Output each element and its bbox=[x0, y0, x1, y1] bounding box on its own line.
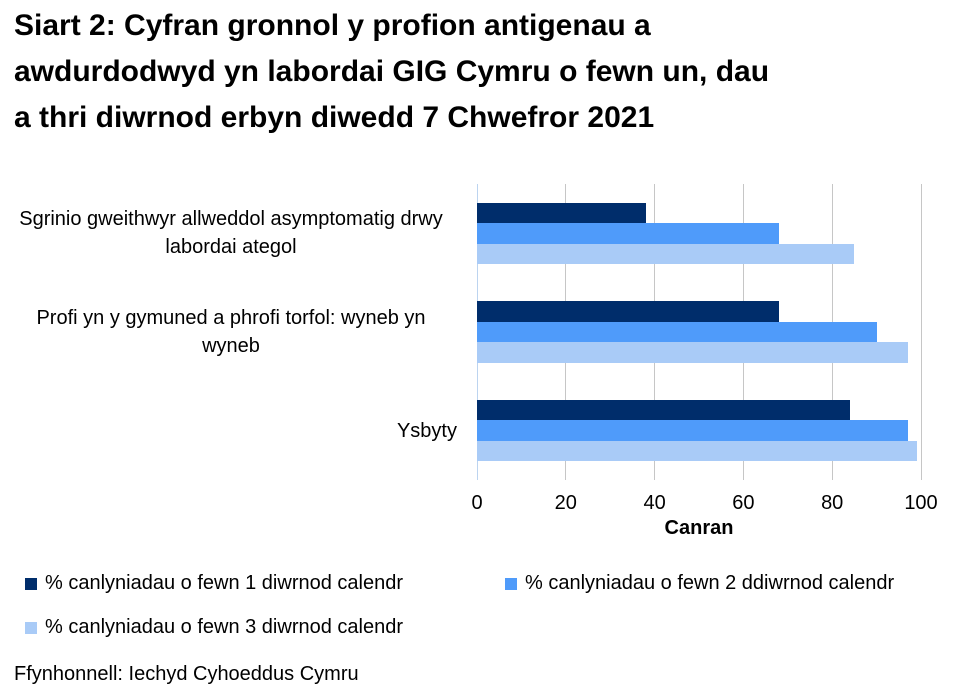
category-label-text: Ysbyty bbox=[396, 419, 457, 442]
category-label: Profi yn y gymuned a phrofi torfol: wyne… bbox=[0, 304, 457, 360]
bar bbox=[477, 440, 917, 462]
tick-label: 100 bbox=[904, 492, 938, 514]
legend-swatch-icon bbox=[505, 577, 517, 590]
category-label: Sgrinio gweithwyr allweddol asymptomatig… bbox=[0, 205, 457, 261]
bar bbox=[477, 301, 779, 322]
source-note: Ffynhonnell: Iechyd Cyhoeddus Cymru bbox=[14, 663, 359, 685]
legend-label: % canlyniadau o fewn 2 ddiwrnod calendr bbox=[525, 572, 895, 594]
x-axis-title: Canran bbox=[664, 517, 734, 539]
chart-title: Siart 2: Cyfran gronnol y profion antige… bbox=[14, 3, 944, 141]
legend-label: % canlyniadau o fewn 3 diwrnod calendr bbox=[45, 616, 403, 638]
category-label-text: Sgrinio gweithwyr allweddol asymptomatig… bbox=[19, 208, 443, 259]
gridline bbox=[920, 184, 922, 480]
category-label: Ysbyty bbox=[0, 417, 457, 445]
bar bbox=[477, 243, 855, 264]
legend-swatch-icon bbox=[25, 577, 37, 590]
legend-item: % canlyniadau o fewn 2 ddiwrnod calendr bbox=[505, 571, 894, 596]
tick-label: 60 bbox=[732, 492, 755, 514]
bar bbox=[477, 342, 908, 363]
chart-title-line-2: awdurdodwyd yn labordai GIG Cymru o fewn… bbox=[14, 55, 770, 88]
tick-label: 40 bbox=[643, 492, 666, 514]
tick-label: 0 bbox=[471, 492, 483, 514]
tick-label: 80 bbox=[821, 492, 844, 514]
category-label-text: Profi yn y gymuned a phrofi torfol: wyne… bbox=[36, 307, 426, 357]
bar bbox=[477, 223, 779, 244]
chart-title-line-3: a thri diwrnod erbyn diwedd 7 Chwefror 2… bbox=[14, 101, 655, 134]
legend-item: % canlyniadau o fewn 3 diwrnod calendr bbox=[25, 615, 403, 640]
tick-label: 20 bbox=[554, 492, 577, 514]
bar bbox=[477, 420, 908, 441]
legend-label: % canlyniadau o fewn 1 diwrnod calendr bbox=[45, 572, 403, 594]
bar bbox=[477, 202, 646, 224]
plot-area bbox=[476, 184, 922, 480]
bar bbox=[477, 400, 850, 421]
chart-title-line-1: Siart 2: Cyfran gronnol y profion antige… bbox=[14, 9, 651, 42]
bar bbox=[477, 321, 877, 343]
legend-swatch-icon bbox=[25, 621, 37, 634]
legend-item: % canlyniadau o fewn 1 diwrnod calendr bbox=[25, 571, 403, 596]
